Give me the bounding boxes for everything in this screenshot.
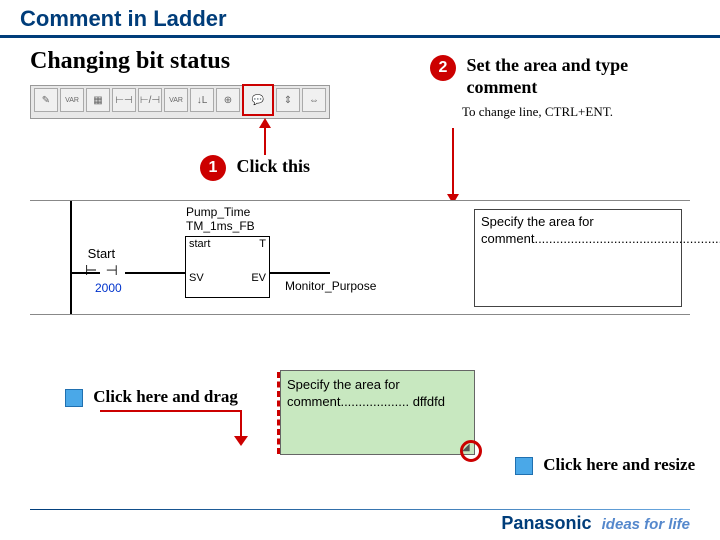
tool-var2-icon[interactable]: VAR: [164, 88, 188, 112]
tool-grid-icon[interactable]: ▦: [86, 88, 110, 112]
footer-logo: Panasonic ideas for life: [501, 513, 690, 534]
arrow1-head-icon: [259, 118, 271, 128]
contact-value: 2000: [95, 281, 122, 295]
resize-instruction: Click here and resize: [515, 455, 695, 475]
brand-tagline: ideas for life: [602, 516, 690, 533]
fb-title-2: TM_1ms_FB: [186, 219, 255, 233]
step1-label: Click this: [236, 156, 310, 176]
page-title: Comment in Ladder: [20, 6, 700, 32]
toolbar: ✎ VAR ▦ ⊢⊣ ⊢/⊣ VAR ↓L ⊕ 💬 ⇕ ⇔: [30, 85, 330, 119]
ladder-wire: [125, 272, 185, 274]
tool-var1-icon[interactable]: VAR: [60, 88, 84, 112]
contact-symbol-icon: ⊢ ⊣: [85, 263, 118, 280]
tool-comment-icon[interactable]: 💬: [242, 84, 274, 116]
ladder-diagram[interactable]: Start ⊢ ⊣ 2000 Pump_Time TM_1ms_FB start…: [30, 200, 690, 315]
comment-box-resizable[interactable]: Specify the area for comment............…: [280, 370, 475, 455]
function-block[interactable]: Pump_Time TM_1ms_FB start T SV EV: [185, 236, 270, 298]
tool-contact-nc-icon[interactable]: ⊢/⊣: [138, 88, 162, 112]
resize-label: Click here and resize: [543, 455, 695, 474]
tool-updown-icon[interactable]: ⇕: [276, 88, 300, 112]
fb-title-1: Pump_Time: [186, 205, 255, 219]
step2-callout: 2 Set the area and type comment To chang…: [430, 55, 700, 120]
tool-leftright-icon[interactable]: ⇔: [302, 88, 326, 112]
drag-handle-indicator[interactable]: [277, 372, 280, 454]
fb-pin-sv: SV: [189, 272, 204, 284]
drag-arrow-head-icon: [234, 436, 248, 446]
fb-pin-ev: EV: [251, 272, 266, 284]
drag-label: Click here and drag: [93, 387, 238, 406]
comment-editor[interactable]: Specify the area for comment............…: [474, 209, 682, 307]
tool-pencil-icon[interactable]: ✎: [34, 88, 58, 112]
fb-title: Pump_Time TM_1ms_FB: [186, 205, 255, 234]
tool-add-icon[interactable]: ⊕: [216, 88, 240, 112]
step2-sublabel: To change line, CTRL+ENT.: [462, 104, 700, 120]
blue-square-icon: [515, 457, 533, 475]
tool-contact-no-icon[interactable]: ⊢⊣: [112, 88, 136, 112]
step2-label: Set the area and type comment: [466, 55, 686, 98]
monitor-label: Monitor_Purpose: [285, 279, 376, 293]
resize-grip-icon[interactable]: ◢: [462, 442, 470, 453]
step1-callout: 1 Click this: [200, 155, 310, 181]
footer-divider: [30, 509, 690, 510]
start-contact[interactable]: Start ⊢ ⊣: [85, 246, 118, 280]
step2-bubble: 2: [430, 55, 456, 81]
drag-arrow-line: [100, 410, 240, 412]
step1-bubble: 1: [200, 155, 226, 181]
blue-square-icon: [65, 389, 83, 407]
arrow2-line: [452, 128, 454, 198]
page-header: Comment in Ladder: [0, 0, 720, 38]
drag-instruction: Click here and drag: [65, 387, 238, 407]
tool-down-l-icon[interactable]: ↓L: [190, 88, 214, 112]
fb-pin-t: T: [259, 238, 266, 250]
brand-name: Panasonic: [501, 513, 591, 533]
fb-pin-start: start: [189, 238, 210, 250]
ladder-rail: [70, 201, 72, 314]
ladder-wire: [270, 272, 330, 274]
contact-label: Start: [85, 246, 118, 261]
